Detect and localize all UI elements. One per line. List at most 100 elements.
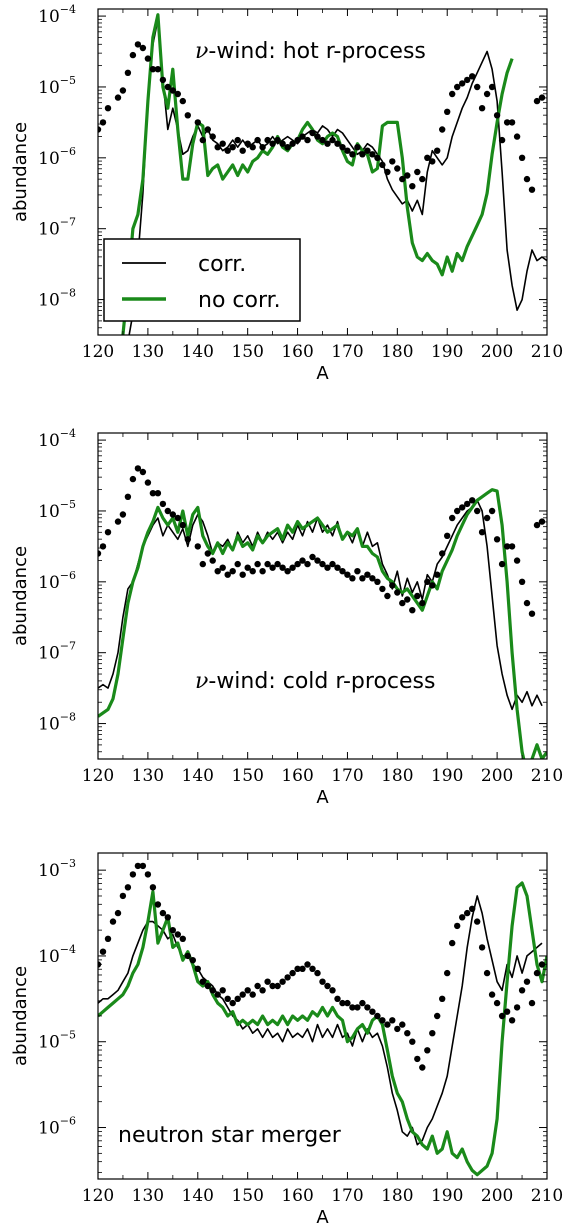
x-tick-label: 140 [182, 342, 214, 362]
data-point [259, 144, 266, 151]
data-point [119, 892, 127, 900]
x-tick-label: 130 [132, 342, 164, 362]
data-point [184, 536, 191, 543]
y-tick-label: 10−7 [38, 216, 76, 240]
data-point [483, 514, 491, 522]
data-point [503, 119, 511, 126]
data-point [194, 119, 201, 126]
data-point [129, 51, 137, 59]
data-point [349, 151, 356, 158]
data-point [394, 589, 401, 596]
data-point [169, 87, 176, 94]
data-point [229, 144, 236, 151]
x-axis-label: A [316, 363, 329, 384]
data-point [424, 1047, 431, 1054]
data-point [144, 55, 152, 62]
x-tick-label: 160 [281, 1186, 313, 1206]
data-point [488, 83, 496, 91]
data-point [194, 543, 201, 550]
data-point [538, 961, 546, 968]
series-line-no-corr [98, 881, 547, 1177]
x-tick-label: 140 [182, 1186, 214, 1206]
data-point [224, 147, 231, 154]
chart-annotation: ν-wind: hot r-process [195, 39, 426, 64]
data-point [474, 507, 481, 515]
data-point [439, 550, 446, 557]
data-point [409, 1038, 416, 1045]
data-point [454, 83, 461, 91]
data-point [164, 914, 171, 921]
data-point [439, 126, 446, 133]
data-point [104, 529, 112, 536]
data-point [454, 507, 461, 515]
data-point [194, 965, 201, 972]
data-point [209, 133, 216, 140]
data-point [129, 475, 137, 483]
x-tick-label: 190 [431, 766, 463, 786]
data-point [174, 90, 181, 98]
y-tick-label: 10−5 [38, 498, 76, 522]
data-point [364, 147, 371, 154]
data-point [483, 969, 491, 977]
data-point [419, 175, 426, 183]
data-point [394, 1025, 401, 1033]
data-point [399, 175, 406, 183]
data-point [344, 147, 351, 154]
data-point [99, 119, 107, 126]
y-tick-label: 10−5 [38, 1029, 76, 1053]
data-point [369, 151, 376, 158]
data-point [434, 571, 441, 578]
data-point [444, 108, 451, 116]
data-point [314, 557, 321, 564]
data-point [114, 518, 122, 525]
y-tick-label: 10−4 [38, 427, 76, 451]
legend-box [103, 238, 301, 322]
data-point [314, 969, 321, 977]
data-point [264, 978, 271, 985]
data-point [409, 607, 416, 614]
chart-annotation: ν-wind: cold r-process [195, 669, 435, 694]
data-point [149, 66, 157, 73]
data-point [99, 948, 107, 955]
data-point [474, 918, 481, 925]
data-point [239, 147, 246, 154]
x-tick-label: 130 [132, 766, 164, 786]
data-point [98, 126, 102, 133]
x-tick-label: 140 [182, 766, 214, 786]
data-point [154, 901, 162, 908]
data-point [299, 557, 306, 564]
y-tick-label: 10−8 [38, 287, 76, 311]
data-point [199, 560, 206, 568]
y-tick-label: 10−4 [38, 3, 76, 27]
data-point [329, 987, 336, 994]
data-point [354, 568, 361, 575]
data-point [299, 133, 306, 140]
data-point [264, 560, 271, 568]
data-point [109, 918, 117, 925]
data-point [459, 914, 466, 921]
data-point [464, 909, 471, 917]
data-point [144, 871, 152, 878]
x-tick-label: 180 [381, 342, 413, 362]
y-axis-label: abundance [10, 122, 31, 222]
y-tick-label: 10−5 [38, 74, 76, 98]
data-point [149, 884, 157, 891]
data-point [379, 1017, 386, 1024]
data-point [434, 1012, 441, 1020]
data-point [404, 596, 411, 603]
data-point [429, 158, 436, 165]
data-point [119, 511, 127, 518]
plot-frame [97, 432, 548, 760]
data-point [224, 571, 231, 578]
data-point [279, 564, 286, 571]
data-point [394, 165, 401, 172]
data-point [274, 982, 281, 990]
data-point [389, 1017, 396, 1024]
data-point [214, 991, 221, 998]
data-point [478, 944, 486, 951]
data-point [384, 168, 391, 176]
data-point [299, 965, 306, 972]
data-point [424, 578, 431, 585]
data-point [349, 575, 356, 582]
data-point [389, 582, 396, 589]
